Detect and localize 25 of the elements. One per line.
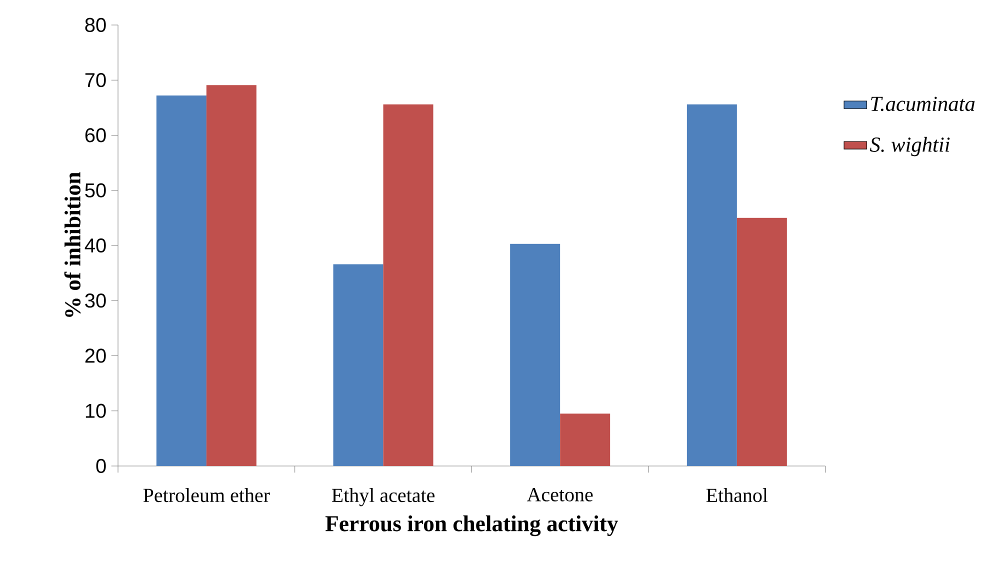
x-tick-label: Acetone	[526, 488, 593, 502]
x-tick-label: Ethanol	[706, 488, 768, 502]
y-tick-label: 10	[86, 404, 106, 418]
y-tick-label: 50	[85, 183, 106, 198]
y-axis-title: % of inhibition	[64, 172, 81, 317]
y-tick-label: 20	[85, 348, 106, 363]
bar	[156, 96, 206, 466]
x-tick-label: Petroleum ether	[143, 488, 270, 502]
bar	[510, 244, 560, 466]
bar	[383, 104, 434, 466]
y-tick-label: 70	[85, 73, 106, 88]
x-tick-label: Ethyl acetate	[332, 488, 434, 506]
bar	[736, 218, 787, 466]
legend-label: S. wightii	[870, 136, 950, 156]
bar	[333, 264, 384, 466]
legend-label: T.acuminata	[871, 96, 975, 112]
x-axis-title: Ferrous iron chelating activity	[325, 515, 618, 536]
y-tick-label: 80	[85, 18, 106, 32]
y-tick-label: 60	[85, 128, 106, 142]
bar	[560, 414, 610, 466]
y-tick-label: 30	[85, 294, 106, 308]
y-tick-label: 0	[96, 458, 106, 474]
y-tick-label: 40	[84, 238, 106, 253]
bar	[686, 104, 737, 466]
bar	[206, 85, 256, 466]
